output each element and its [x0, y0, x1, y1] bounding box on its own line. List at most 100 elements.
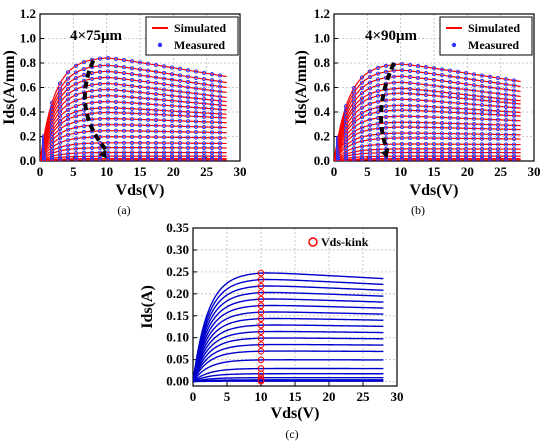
measured-point — [399, 108, 405, 113]
x-axis-label: Vds(V) — [410, 182, 459, 199]
measured-point — [487, 108, 493, 113]
measured-point — [137, 117, 143, 122]
measured-point — [511, 127, 517, 132]
curves — [40, 56, 227, 161]
measured-point — [367, 91, 373, 96]
measured-point — [399, 120, 405, 125]
measured-point — [113, 145, 119, 150]
measured-point — [487, 142, 493, 147]
trend-arrow — [379, 62, 396, 152]
measured-point — [137, 140, 143, 145]
measured-point — [217, 79, 223, 84]
measured-point — [351, 120, 357, 125]
figure-caption: (a) — [117, 203, 130, 217]
measured-point — [407, 114, 413, 119]
measured-point — [439, 84, 445, 89]
measured-point — [495, 91, 501, 96]
measured-point — [105, 87, 111, 92]
measured-point — [161, 157, 167, 161]
y-axis-label: Ids(A/mm) — [1, 50, 18, 125]
measured-point — [511, 105, 517, 110]
measured-point — [487, 85, 493, 90]
measured-point — [57, 109, 63, 114]
measured-point — [375, 99, 381, 104]
measured-point — [359, 139, 365, 144]
measured-point — [447, 100, 453, 105]
y-tick-label: 1.2 — [314, 6, 330, 21]
measured-point — [447, 68, 453, 73]
x-tick-label: 25 — [200, 164, 214, 179]
measured-point — [145, 74, 151, 79]
measured-point — [455, 136, 461, 141]
legend-label: Simulated — [468, 21, 520, 35]
trend-arrow — [82, 59, 109, 152]
measured-point — [511, 88, 517, 93]
measured-point — [113, 82, 119, 87]
measured-point — [423, 82, 429, 87]
y-tick-label: 0.00 — [166, 374, 189, 389]
measured-point — [185, 157, 191, 161]
measured-point — [359, 129, 365, 134]
kink-marker — [257, 356, 265, 364]
arrow-head — [98, 149, 107, 159]
measured-point — [511, 142, 517, 147]
measured-point — [217, 157, 223, 161]
measured-point — [129, 122, 135, 128]
measured-point — [169, 135, 175, 140]
measured-point — [415, 81, 421, 86]
measured-point — [121, 94, 127, 99]
measured-point — [455, 116, 461, 121]
measured-point — [511, 132, 517, 137]
measured-point — [471, 157, 477, 161]
measured-point — [113, 128, 119, 133]
measured-point — [217, 130, 223, 135]
measured-point — [217, 98, 223, 104]
measured-point — [177, 73, 183, 78]
measured-point — [177, 99, 183, 104]
measured-point — [383, 108, 389, 114]
legend-swatch-point — [451, 42, 457, 48]
measured-point — [169, 145, 175, 150]
measured-point — [65, 70, 71, 75]
measured-point — [407, 74, 413, 80]
measured-point — [383, 114, 389, 120]
measured-point — [423, 141, 429, 147]
measured-point — [367, 80, 373, 85]
measured-point — [375, 89, 381, 94]
measured-point — [487, 74, 493, 79]
measured-point — [121, 71, 127, 76]
measured-point — [431, 71, 437, 77]
measured-point — [503, 127, 509, 132]
measured-point — [407, 157, 413, 161]
measured-point — [351, 85, 357, 91]
measured-point — [463, 126, 469, 131]
measured-point — [169, 129, 175, 134]
measured-point — [463, 121, 469, 126]
measured-point — [65, 92, 71, 97]
measured-point — [121, 82, 127, 88]
measured-point — [97, 128, 103, 133]
measured-point — [495, 86, 501, 91]
measured-point — [495, 117, 501, 122]
measured-point — [479, 111, 485, 117]
measured-point — [439, 125, 445, 130]
chart-1: 0 5 10 15 20 25 30 0.0 0.2 0.4 0.6 0.8 1.0 1.2 Vds(V) I… — [1, 6, 247, 217]
measured-point — [185, 124, 191, 129]
measured-point — [193, 141, 199, 146]
measured-point — [399, 97, 405, 102]
measured-point — [185, 79, 191, 85]
measured-point — [193, 145, 199, 150]
measured-point — [57, 140, 63, 145]
legend-box — [145, 16, 239, 56]
measured-point — [113, 99, 119, 105]
measured-point — [153, 69, 159, 74]
measured-point — [73, 125, 79, 130]
measured-point — [439, 67, 445, 72]
measured-point — [447, 90, 453, 96]
measured-point — [57, 122, 63, 127]
measured-point — [495, 126, 501, 132]
measured-point — [209, 120, 215, 125]
measured-point — [431, 131, 437, 136]
kink-marker — [257, 315, 265, 322]
measured-point — [479, 132, 485, 137]
